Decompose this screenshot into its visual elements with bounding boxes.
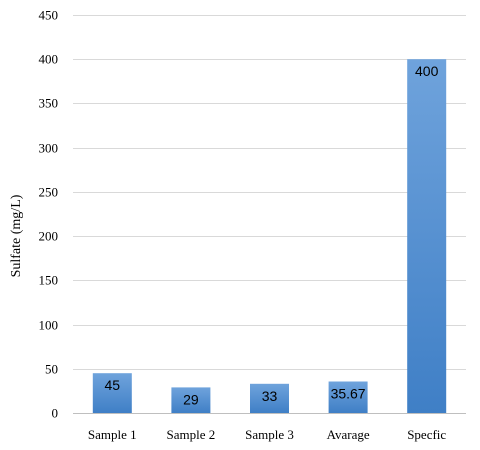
data-label: 400 [415,63,439,79]
bar [407,59,447,413]
x-tick-label: Sample 1 [88,427,137,442]
data-label: 33 [262,388,278,404]
y-tick-label: 400 [39,52,59,67]
x-tick-labels: Sample 1 Sample 2 Sample 3 Avarage Specfic [88,427,446,442]
y-tick-labels: 0 50 100 150 200 250 300 350 400 450 [39,8,59,421]
y-tick-label: 100 [39,318,59,333]
data-label: 45 [105,377,121,393]
x-tick-label: Sample 3 [245,427,294,442]
bar [92,373,132,413]
data-label: 29 [183,391,199,407]
x-tick-label: Specfic [407,427,446,442]
bar [250,383,289,413]
y-tick-label: 200 [39,229,59,244]
y-tick-label: 150 [39,273,59,288]
y-tick-label: 50 [45,362,58,377]
bar [328,381,368,413]
bars [92,59,447,413]
y-tick-label: 350 [39,96,59,111]
gridlines [73,15,466,414]
bar [171,387,211,413]
data-labels: 45 29 33 35.67 400 [105,63,439,407]
y-tick-label: 0 [52,406,59,421]
y-axis-title: Sulfate (mg/L) [9,194,24,277]
x-tick-label: Sample 2 [167,427,216,442]
y-tick-label: 300 [39,141,59,156]
data-label: 35.67 [331,386,366,402]
y-tick-label: 250 [39,185,59,200]
y-tick-label: 450 [39,8,59,23]
x-tick-label: Avarage [327,427,370,442]
